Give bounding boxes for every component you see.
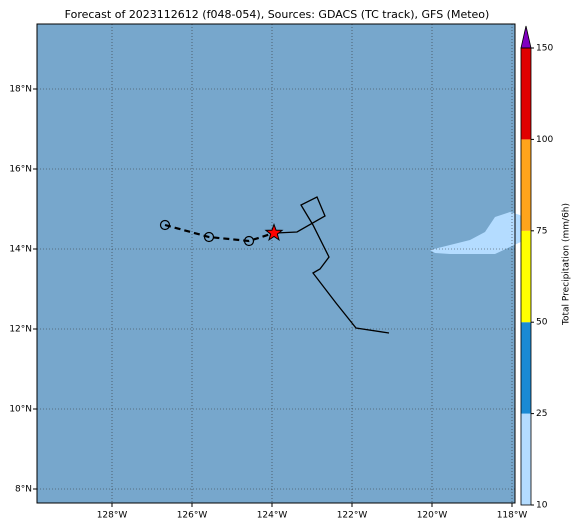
ocean xyxy=(37,24,515,503)
colorbar-tick-label: 25 xyxy=(536,409,547,419)
track-line xyxy=(275,196,390,334)
colorbar-segment xyxy=(521,322,531,414)
x-tick-label: 122°W xyxy=(337,511,368,521)
x-tick-label: 126°W xyxy=(177,511,208,521)
y-tick-label: 14°N xyxy=(9,245,32,255)
y-tick-label: 8°N xyxy=(15,485,32,495)
x-tick-label: 120°W xyxy=(417,511,448,521)
colorbar-tick-label: 75 xyxy=(536,226,547,236)
x-tick-label: 124°W xyxy=(257,511,288,521)
forecast-line xyxy=(164,223,275,243)
colorbar-segment xyxy=(521,413,531,505)
colorbar-segment xyxy=(521,230,531,323)
y-tick-label: 10°N xyxy=(9,405,32,415)
colorbar-frame xyxy=(520,47,532,506)
chart-title: Forecast of 2023112612 (f048-054), Sourc… xyxy=(65,8,490,21)
y-tick-label: 18°N xyxy=(9,85,32,95)
x-tick-label: 128°W xyxy=(97,511,128,521)
forecast-point xyxy=(203,231,215,243)
y-tick-label: 12°N xyxy=(9,325,32,335)
x-tick-label: 118°W xyxy=(497,511,528,521)
colorbar-segment xyxy=(521,48,531,140)
colorbar-tick-label: 100 xyxy=(536,135,553,145)
precip-area xyxy=(430,212,525,254)
colorbar-segment xyxy=(521,139,531,231)
plot-frame xyxy=(36,23,516,504)
forecast-point xyxy=(159,219,171,231)
colorbar-tick-label: 50 xyxy=(536,318,548,328)
colorbar-extend xyxy=(520,25,532,49)
forecast-point xyxy=(243,235,255,247)
colorbar-tick-label: 150 xyxy=(536,44,553,54)
colorbar-tick-label: 10 xyxy=(536,501,548,511)
y-tick-label: 16°N xyxy=(9,165,32,175)
current-position xyxy=(264,223,284,242)
colorbar-label: Total Precipitation (mm/6h) xyxy=(562,203,572,326)
